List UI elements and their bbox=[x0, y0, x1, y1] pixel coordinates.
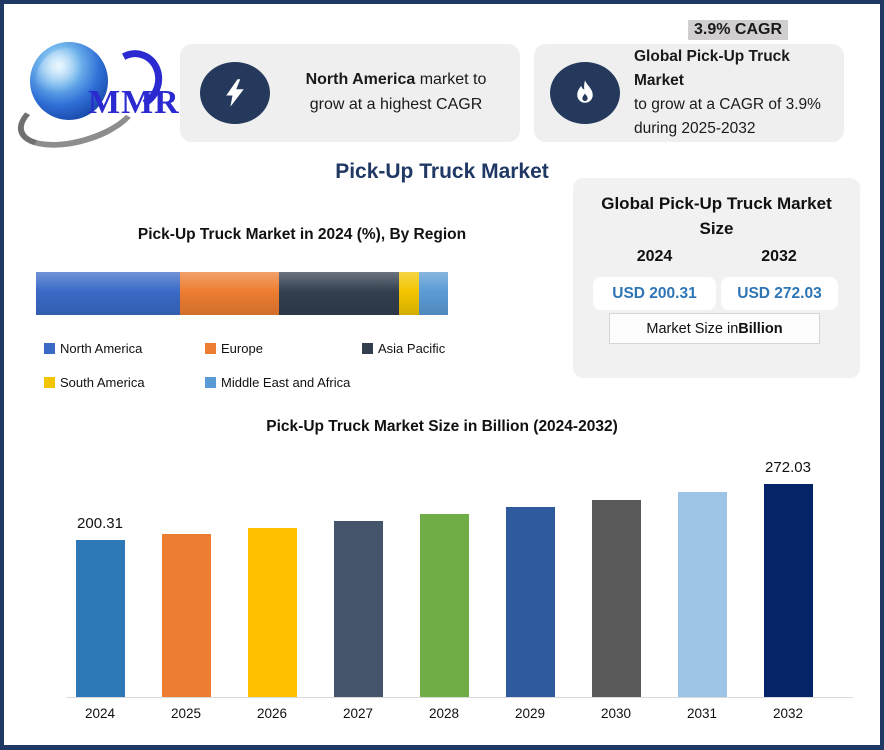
legend-swatch-south-america bbox=[44, 377, 55, 388]
note-bold: Billion bbox=[738, 320, 783, 337]
legend-label-middle-east-and-africa: Middle East and Africa bbox=[221, 375, 351, 390]
region-segment-middle-east-and-africa bbox=[419, 272, 448, 315]
x-tick-2032: 2032 bbox=[772, 706, 804, 721]
legend-label-europe: Europe bbox=[221, 341, 263, 356]
legend-swatch-asia-pacific bbox=[362, 343, 373, 354]
page-title: Pick-Up Truck Market bbox=[335, 160, 549, 183]
region-segment-europe bbox=[180, 272, 280, 315]
card-global-line3: during 2025-2032 bbox=[634, 120, 756, 138]
bar-2028 bbox=[419, 514, 469, 697]
bar-2026 bbox=[247, 528, 297, 697]
legend-item-europe: Europe bbox=[205, 341, 263, 356]
x-tick-2030: 2030 bbox=[600, 706, 632, 721]
region-segment-south-america bbox=[398, 272, 420, 315]
highlight-card-global: Global Pick-Up Truck Market to grow at a… bbox=[534, 44, 844, 142]
card-na-text: North America market to grow at a highes… bbox=[286, 68, 506, 118]
cagr-badge: 3.9% CAGR bbox=[688, 20, 789, 40]
card-global-text: Global Pick-Up Truck Market to grow at a… bbox=[634, 45, 834, 141]
x-tick-2027: 2027 bbox=[342, 706, 374, 721]
note-regular: Market Size in bbox=[646, 320, 739, 337]
region-segment-asia-pacific bbox=[279, 272, 399, 315]
market-size-unit-note: Market Size in Billion bbox=[609, 313, 820, 344]
card-na-line2: grow at a highest CAGR bbox=[309, 96, 483, 113]
panel-value-2032: USD 272.03 bbox=[721, 277, 838, 310]
card-na-line1-rest: market to bbox=[415, 71, 487, 89]
x-axis-line bbox=[66, 697, 853, 698]
highlight-card-north-america: North America market to grow at a highes… bbox=[180, 44, 520, 142]
panel-year-2024: 2024 bbox=[636, 248, 673, 265]
x-tick-2029: 2029 bbox=[514, 706, 546, 721]
logo-text: MMR bbox=[88, 84, 180, 121]
card-global-bold: Global Pick-Up Truck Market bbox=[634, 47, 790, 89]
bar-2032 bbox=[763, 484, 813, 697]
column-chart-title: Pick-Up Truck Market Size in Billion (20… bbox=[266, 418, 618, 435]
region-stacked-bar bbox=[36, 272, 448, 315]
legend-swatch-europe bbox=[205, 343, 216, 354]
market-size-panel-title: Global Pick-Up Truck Market Size bbox=[573, 192, 860, 241]
card-na-bold: North America bbox=[305, 71, 416, 89]
legend-swatch-middle-east-and-africa bbox=[205, 377, 216, 388]
bar-2024 bbox=[75, 540, 125, 697]
bar-2031 bbox=[677, 492, 727, 697]
bar-value-label-2024: 200.31 bbox=[77, 515, 123, 532]
bar-2027 bbox=[333, 521, 383, 697]
legend-swatch-north-america bbox=[44, 343, 55, 354]
region-chart-title: Pick-Up Truck Market in 2024 (%), By Reg… bbox=[137, 226, 467, 243]
legend-item-asia-pacific: Asia Pacific bbox=[362, 341, 445, 356]
x-tick-2028: 2028 bbox=[428, 706, 460, 721]
lightning-icon bbox=[200, 62, 270, 124]
legend-label-asia-pacific: Asia Pacific bbox=[378, 341, 446, 356]
bar-2030 bbox=[591, 500, 641, 697]
panel-year-2032: 2032 bbox=[761, 248, 797, 265]
panel-value-2024: USD 200.31 bbox=[593, 277, 716, 310]
region-segment-north-america bbox=[36, 272, 181, 315]
x-tick-2026: 2026 bbox=[256, 706, 288, 721]
card-global-line2: to grow at a CAGR of 3.9% bbox=[634, 96, 821, 113]
mmr-logo: MMR bbox=[10, 34, 184, 160]
bar-2029 bbox=[505, 507, 555, 697]
legend-item-south-america: South America bbox=[44, 375, 145, 390]
x-tick-2031: 2031 bbox=[686, 706, 718, 721]
x-tick-2024: 2024 bbox=[84, 706, 116, 721]
legend-item-north-america: North America bbox=[44, 341, 142, 356]
legend-label-north-america: North America bbox=[60, 341, 143, 356]
legend-item-middle-east-and-africa: Middle East and Africa bbox=[205, 375, 350, 390]
bar-2025 bbox=[161, 534, 211, 697]
panel-title-line1: Global Pick-Up Truck Market bbox=[601, 194, 832, 213]
x-tick-2025: 2025 bbox=[170, 706, 202, 721]
legend-label-south-america: South America bbox=[60, 375, 145, 390]
market-size-panel: Global Pick-Up Truck Market Size 2024 20… bbox=[573, 178, 860, 378]
flame-icon bbox=[550, 62, 620, 124]
globe-icon bbox=[30, 42, 108, 120]
bar-value-label-2032: 272.03 bbox=[765, 459, 811, 476]
panel-title-line2: Size bbox=[699, 218, 734, 238]
